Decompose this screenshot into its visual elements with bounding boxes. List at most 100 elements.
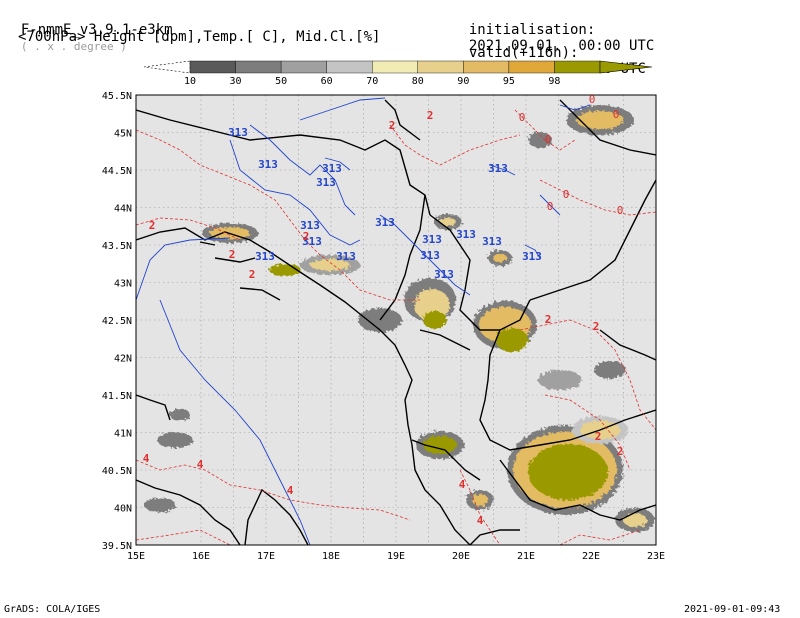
height-contour [299, 97, 386, 121]
height-contour-label: 313 [300, 219, 320, 232]
cloud-patch [528, 132, 552, 148]
height-contour [539, 194, 561, 216]
temp-contour [544, 394, 631, 471]
model-title: F-nmmE_v3.9.1-e3km ( . x . degree ) [4, 6, 173, 54]
lat-label: 39.5N [102, 541, 132, 552]
height-contour-label: 313 [488, 162, 508, 175]
height-contour [524, 244, 541, 259]
height-contour-label: 313 [228, 126, 248, 139]
lon-label: 21E [517, 551, 535, 562]
colorbar-tick-label: 30 [230, 76, 242, 87]
cloud-patch [472, 494, 488, 506]
coastline-borders [136, 99, 656, 545]
temp-contour [136, 529, 231, 545]
model-note: ( . x . degree ) [20, 40, 127, 53]
lon-label: 22E [582, 551, 600, 562]
valid-label: valid(+116h): [468, 45, 579, 61]
height-contour-label: 313 [434, 268, 454, 281]
cloud-patch [423, 436, 457, 454]
lat-label: 45N [114, 129, 132, 140]
coastline [469, 529, 520, 545]
country-border [136, 109, 431, 216]
colorbar-low-arrow [143, 60, 191, 74]
island [239, 287, 281, 301]
temp-contour-label: 2 [249, 268, 256, 281]
init-value: 2021.09.01. 00:00 UTC [468, 38, 655, 54]
init-label: initialisation: [468, 22, 596, 38]
map-frame [135, 94, 657, 546]
zero-isotherm-label: 0 [589, 93, 596, 106]
lon-label: 18E [322, 551, 340, 562]
height-contour-label: 313 [482, 235, 502, 248]
longitude-labels: 15E 16E 17E 18E 19E 20E 21E 22E 23E [127, 551, 665, 562]
temp-contour-label: 4 [477, 514, 484, 527]
height-contour-label: 313 [302, 235, 322, 248]
temp-contour [559, 529, 641, 545]
country-border [411, 439, 481, 481]
lon-label: 17E [257, 551, 275, 562]
lon-label: 15E [127, 551, 145, 562]
colorbar-cell [326, 60, 373, 74]
height-contour [324, 157, 351, 171]
coastline [499, 459, 656, 521]
height-contour [136, 237, 231, 301]
height-contour-label: 313 [420, 249, 440, 262]
colorbar-cell [554, 60, 601, 74]
country-border [559, 99, 656, 156]
lat-label: 41N [114, 429, 132, 440]
temp-contour-label: 2 [617, 445, 624, 458]
cloud-patch [423, 311, 447, 329]
level-description: <700hPa> Height [dpm],Temp.[ C], Mid.Cl.… [18, 29, 381, 45]
colorbar-labels: 10 30 50 60 70 80 90 95 98 [184, 76, 560, 87]
temp-contour-label: 2 [229, 248, 236, 261]
coastline [136, 479, 241, 545]
temp-contour-label: 2 [593, 320, 600, 333]
colorbar-tick-label: 70 [366, 76, 378, 87]
cloud-patch [440, 218, 456, 226]
temp-contour [539, 179, 656, 216]
lat-label: 41.5N [102, 391, 132, 402]
model-name: F-nmmE_v3.9.1-e3km [20, 22, 173, 38]
country-border [529, 179, 656, 301]
temp-contour-label: 4 [287, 484, 294, 497]
height-contour-label: 313 [322, 162, 342, 175]
colorbar-cell [372, 60, 418, 74]
island [214, 257, 256, 263]
coastline [244, 488, 309, 545]
cloud-patch [528, 444, 608, 500]
colorbar-high-arrow [599, 60, 653, 74]
colorbar-tick-label: 98 [548, 76, 560, 87]
height-contour-label: 313 [522, 250, 542, 263]
height-contours [136, 97, 591, 545]
zero-isotherm-label: 0 [545, 133, 552, 146]
temp-contour [136, 129, 420, 301]
cloud-patch [576, 111, 624, 129]
country-border [379, 194, 426, 321]
country-border [479, 329, 656, 451]
lat-label: 45.5N [102, 91, 132, 102]
height-contour [159, 299, 311, 545]
lat-label: 40N [114, 504, 132, 515]
height-contour-label: 313 [255, 250, 275, 263]
temp-contour-label: 2 [427, 109, 434, 122]
height-contour-label: 313 [422, 233, 442, 246]
temp-contour [514, 109, 576, 151]
colorbar-cell [417, 60, 464, 74]
lat-label: 42.5N [102, 316, 132, 327]
height-contour-label: 313 [336, 250, 356, 263]
temp-contour [389, 124, 521, 166]
height-contour-label: 313 [375, 216, 395, 229]
colorbar-tick-label: 80 [412, 76, 424, 87]
height-contour-label: 313 [316, 176, 336, 189]
footer-timestamp: 2021-09-01-09:43 [684, 604, 781, 615]
lat-label: 43.5N [102, 241, 132, 252]
height-contour [489, 164, 516, 176]
lon-label: 23E [647, 551, 665, 562]
colorbar-cell [235, 60, 282, 74]
lat-label: 40.5N [102, 466, 132, 477]
zero-isotherm-label: 0 [617, 204, 624, 217]
temp-contour [519, 319, 656, 431]
